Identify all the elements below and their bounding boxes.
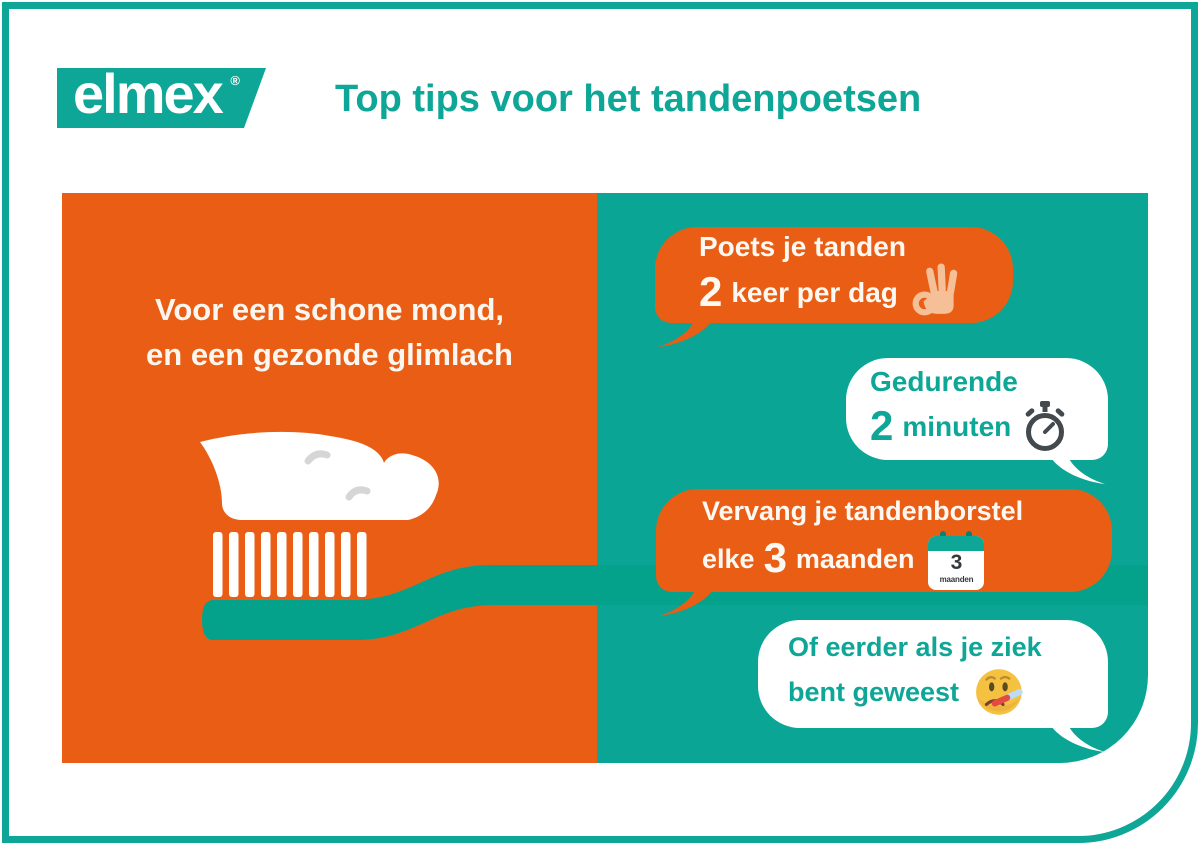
tip-text: minuten: [902, 411, 1012, 442]
calendar-body: 3 maanden: [928, 535, 985, 590]
tip-text: keer per dag: [731, 277, 898, 308]
tip-text-row: 2 keer per dag: [699, 263, 1013, 321]
ok-hand-icon: [912, 263, 958, 316]
tip-text-row: bent geweest: [788, 665, 1108, 719]
calendar-icon: 3 maanden: [928, 530, 985, 591]
tip-text-row: elke 3 maanden 3 maanden: [702, 529, 1112, 591]
intro-heading: Voor een schone mond, en een gezonde gli…: [62, 288, 597, 378]
bubble-tail: [659, 586, 715, 616]
tip-text: Gedurende: [870, 366, 1018, 397]
left-panel: Voor een schone mond, en een gezonde gli…: [62, 193, 597, 763]
tip-bubble-brush-twice: Poets je tanden 2 keer per dag: [655, 227, 1013, 347]
stopwatch-icon: [1025, 401, 1065, 451]
tip-bubble-two-minutes: Gedurende 2 minuten: [846, 358, 1108, 484]
tip-text-row: 2 minuten: [870, 400, 1108, 454]
bubble-tail: [1049, 722, 1105, 752]
tip-bubble-replace-brush: Vervang je tandenborstel elke 3 maanden …: [656, 489, 1112, 616]
registered-mark: ®: [230, 73, 240, 88]
tip-text: maanden: [795, 543, 915, 574]
tip-text: elke: [702, 543, 755, 574]
sick-face-icon: [976, 669, 1023, 715]
intro-line-1: Voor een schone mond,: [154, 292, 505, 327]
tip-bubble-after-sick: Of eerder als je ziek bent geweest: [758, 620, 1108, 752]
elmex-logo: elmex ®: [57, 68, 266, 128]
tip-number: 2: [699, 268, 723, 315]
calendar-number: 3: [950, 550, 963, 574]
intro-line-2: en een gezonde glimlach: [146, 336, 513, 372]
tip-text: Vervang je tandenborstel: [702, 495, 1024, 526]
tip-number: 2: [870, 402, 894, 449]
bubble-tail: [658, 317, 714, 347]
tip-text: bent geweest: [788, 677, 960, 707]
tip-text: Of eerder als je ziek: [788, 632, 1042, 662]
tip-text: Poets je tanden: [699, 231, 906, 262]
tip-number: 3: [763, 533, 787, 581]
tips-list: Poets je tanden 2 keer per dag: [597, 193, 1148, 763]
elmex-logo-text: elmex: [73, 62, 222, 125]
page-title: Top tips voor het tandenpoetsen: [335, 78, 922, 120]
bubble-tail: [1049, 454, 1105, 484]
calendar-label: maanden: [939, 574, 974, 584]
calendar-header: [928, 535, 985, 551]
